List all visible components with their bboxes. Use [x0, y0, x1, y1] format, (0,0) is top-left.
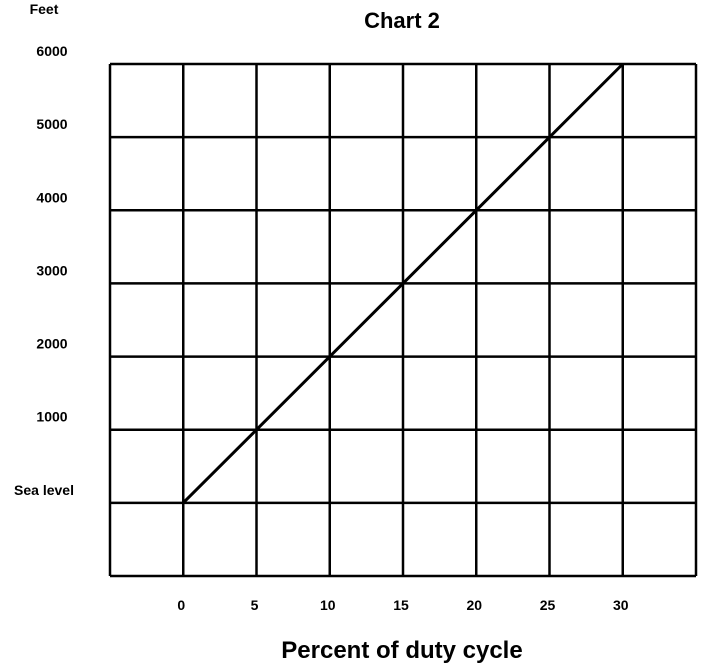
y-tick-label-3: 3000: [36, 262, 67, 278]
y-tick-label-6: 6000: [36, 43, 67, 59]
y-tick-label-1: 1000: [36, 409, 67, 425]
x-tick-label-4: 20: [466, 597, 482, 613]
series-layer: [182, 62, 624, 504]
x-axis-title: Percent of duty cycle: [281, 637, 522, 664]
x-tick-label-6: 30: [613, 597, 629, 613]
x-tick-label-2: 10: [320, 597, 336, 613]
series-line-0: [182, 62, 624, 504]
grid: [108, 62, 698, 578]
y-tick-label-2: 2000: [36, 336, 67, 352]
y-tick-label-0: Sea level: [14, 482, 74, 498]
y-tick-label-5: 5000: [36, 116, 67, 132]
x-tick-labels: 0 5 10 15 20 25 30: [177, 597, 628, 613]
x-tick-label-5: 25: [540, 597, 556, 613]
y-tick-label-4: 4000: [36, 189, 67, 205]
chart-title: Chart 2: [364, 8, 440, 33]
x-tick-label-3: 15: [393, 597, 409, 613]
x-tick-label-0: 0: [177, 597, 185, 613]
x-tick-label-1: 5: [251, 597, 259, 613]
y-axis-unit-label: Feet: [30, 1, 59, 17]
y-tick-labels: Sea level 1000 2000 3000 4000 5000 6000: [14, 43, 74, 498]
